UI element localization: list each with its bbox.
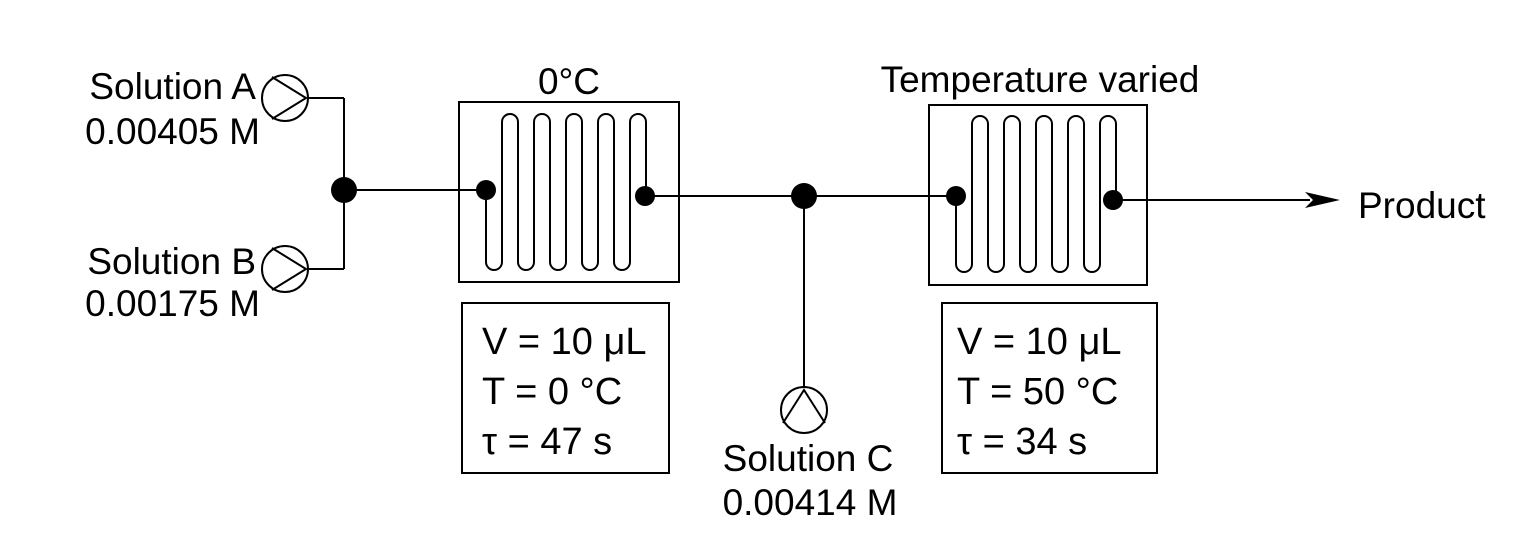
solution-b-concentration: 0.00175 M bbox=[85, 283, 260, 324]
mixing-junction-ab bbox=[331, 177, 357, 203]
product-label: Product bbox=[1358, 185, 1486, 226]
solution-a-name: Solution A bbox=[89, 66, 256, 107]
reactor-2-outlet-node bbox=[1103, 190, 1123, 210]
pump-c-icon bbox=[780, 386, 828, 434]
reactor-1-box bbox=[458, 101, 680, 283]
reactor-2-coil bbox=[955, 115, 1117, 273]
reactor-2-volume: V = 10 μL bbox=[957, 321, 1122, 363]
arrow-head-icon bbox=[1305, 192, 1340, 208]
pump-a-icon bbox=[261, 74, 309, 122]
reactor-1-conditions-box bbox=[461, 302, 670, 474]
reactor-1-inlet-node bbox=[476, 180, 496, 200]
reactor-1-coil bbox=[485, 113, 647, 271]
reactor-1-residence-time: τ = 47 s bbox=[482, 421, 612, 463]
reactor-2-temperature: T = 50 °C bbox=[957, 371, 1118, 413]
solution-a-concentration: 0.00405 M bbox=[85, 111, 260, 152]
pump-b-icon bbox=[261, 245, 309, 293]
reactor-1-header: 0°C bbox=[538, 61, 600, 102]
reactor-2-conditions-box bbox=[941, 302, 1158, 474]
mixing-junction-c bbox=[791, 183, 817, 209]
reactor-1-outlet-node bbox=[635, 186, 655, 206]
reactor-2 bbox=[928, 104, 1148, 286]
reactor-1-temperature: T = 0 °C bbox=[482, 371, 622, 413]
reactor-2-box bbox=[928, 104, 1148, 286]
reactor-1-volume: V = 10 μL bbox=[482, 321, 647, 363]
reactor-1 bbox=[458, 101, 680, 283]
reactor-2-inlet-node bbox=[946, 186, 966, 206]
solution-c-name: Solution C bbox=[723, 438, 894, 479]
reactor-2-residence-time: τ = 34 s bbox=[957, 421, 1087, 463]
reactor-2-header: Temperature varied bbox=[881, 59, 1200, 100]
solution-b-name: Solution B bbox=[87, 241, 256, 282]
solution-c-concentration: 0.00414 M bbox=[723, 482, 898, 523]
